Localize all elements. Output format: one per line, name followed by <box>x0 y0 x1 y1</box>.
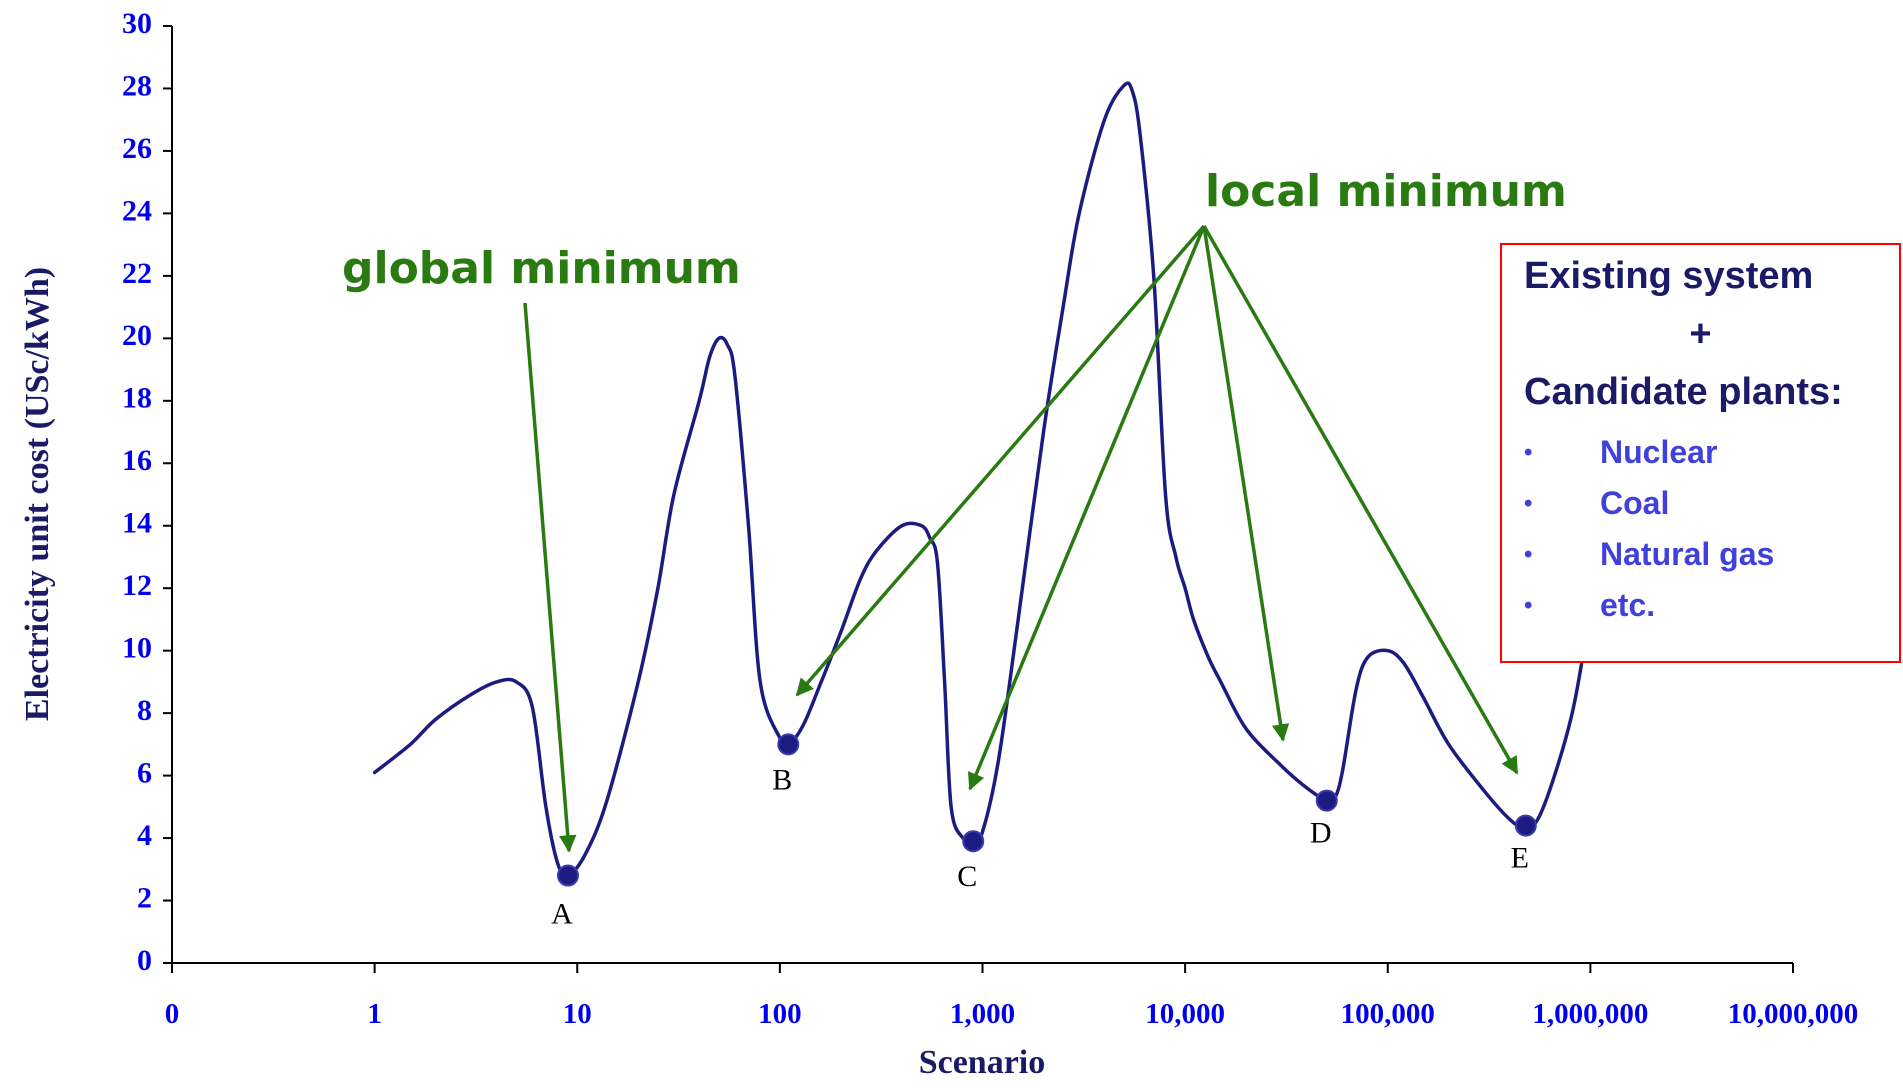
y-tick-label: 18 <box>122 382 152 415</box>
annotation-arrows <box>523 224 1519 853</box>
x-tick-label: 100,000 <box>1341 998 1435 1030</box>
legend-item-label: etc. <box>1600 587 1656 623</box>
x-tick-label: 10,000 <box>1145 998 1225 1030</box>
arrow-global-to-a <box>523 302 577 853</box>
y-tick-label: 12 <box>122 569 152 602</box>
legend-item: • Nuclear <box>1524 427 1774 478</box>
x-tick-label: 1,000 <box>950 998 1015 1030</box>
y-tick-label: 0 <box>137 944 152 977</box>
data-point-b <box>777 733 800 756</box>
legend-item-label: Coal <box>1600 485 1670 521</box>
x-tick-label: 10 <box>563 998 592 1030</box>
x-tick-label: 100 <box>758 998 802 1030</box>
x-tick-label: 0 <box>165 998 180 1030</box>
x-tick-label: 1 <box>367 998 382 1030</box>
arrow-local-to-e <box>1202 225 1519 775</box>
annotation-global-minimum: global minimum <box>342 243 741 294</box>
legend-plus: + <box>1689 313 1712 355</box>
y-tick-label: 6 <box>137 756 152 789</box>
y-tick-label: 8 <box>137 694 152 727</box>
y-tick-label: 24 <box>122 194 152 227</box>
bullet-icon: • <box>1524 540 1533 568</box>
legend-item: • Natural gas <box>1524 529 1774 580</box>
point-label-a: A <box>551 898 573 931</box>
point-label-e: E <box>1511 842 1529 875</box>
y-tick-label: 2 <box>137 881 152 914</box>
legend-item-label: Nuclear <box>1600 434 1718 470</box>
bullet-icon: • <box>1524 591 1533 619</box>
data-point-a <box>556 864 579 887</box>
data-point-c <box>962 830 985 853</box>
x-axis-title: Scenario <box>919 1044 1046 1081</box>
y-axis-title: Electricity unit cost (USc/kWh) <box>19 267 56 721</box>
legend-box: Existing system + Candidate plants: • Nuc… <box>1500 243 1901 663</box>
arrow-local-to-d <box>1202 225 1290 742</box>
y-tick-label: 30 <box>122 7 152 40</box>
legend-title: Existing system <box>1524 255 1814 297</box>
point-label-c: C <box>957 860 977 893</box>
data-points: A B C D E <box>551 733 1537 931</box>
y-tick-label: 14 <box>122 507 152 540</box>
y-tick-label: 4 <box>137 819 152 852</box>
y-tick-label: 26 <box>122 132 152 165</box>
y-tick-label: 28 <box>122 69 152 102</box>
point-label-d: D <box>1310 817 1332 850</box>
legend-item: • Coal <box>1524 478 1774 529</box>
x-tick-label: 1,000,000 <box>1532 998 1648 1030</box>
y-tick-label: 20 <box>122 319 152 352</box>
data-point-d <box>1315 789 1338 812</box>
legend-subtitle: Candidate plants: <box>1524 371 1843 413</box>
legend-item-label: Natural gas <box>1600 536 1775 572</box>
data-point-e <box>1514 814 1537 837</box>
y-tick-label: 16 <box>122 444 152 477</box>
arrow-local-to-c <box>967 225 1206 791</box>
y-tick-label: 22 <box>122 257 152 290</box>
bullet-icon: • <box>1524 438 1533 466</box>
point-label-b: B <box>772 763 792 796</box>
y-tick-label: 10 <box>122 632 152 665</box>
x-ticks: 0 1 10 100 1,000 10,000 100,000 1,000,000 10,000… <box>165 963 1859 1030</box>
legend-item: • etc. <box>1524 580 1774 631</box>
x-tick-label: 10,000,000 <box>1728 998 1859 1030</box>
bullet-icon: • <box>1524 489 1533 517</box>
annotation-local-minimum: local minimum <box>1205 166 1567 217</box>
legend-list: • Nuclear • Coal • Natural gas • etc. <box>1524 427 1774 631</box>
arrow-local-to-b <box>795 224 1206 697</box>
